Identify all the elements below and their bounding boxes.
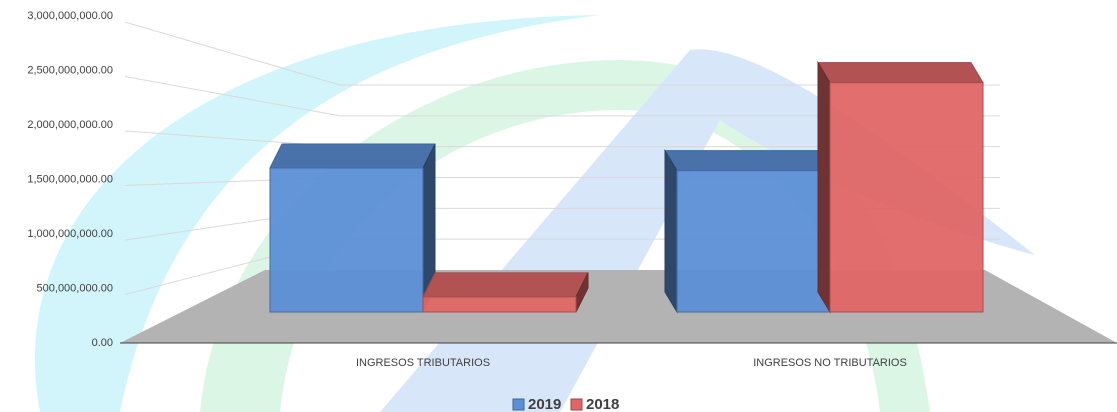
y-tick-label: 1,500,000,000.00	[27, 173, 113, 185]
x-tick-label: INGRESOS TRIBUTARIOS	[356, 357, 490, 369]
legend-label: 2019	[528, 396, 561, 412]
y-tick-label: 2,000,000,000.00	[27, 119, 113, 131]
bar	[676, 170, 831, 313]
bar	[269, 167, 424, 313]
bar-side	[664, 148, 678, 314]
y-tick-label: 2,500,000,000.00	[27, 64, 113, 76]
bar	[422, 296, 577, 313]
bar-top	[664, 150, 831, 172]
legend-swatch	[570, 398, 583, 411]
legend-label: 2018	[586, 396, 619, 412]
bar-top	[422, 272, 589, 298]
y-tick-label: 0.00	[92, 337, 113, 349]
bar-top	[269, 143, 436, 169]
bar	[829, 82, 984, 313]
bar-side	[817, 60, 831, 314]
grid-line	[124, 76, 1000, 117]
grid-line	[124, 21, 1000, 86]
y-tick-label: 500,000,000.00	[37, 282, 113, 294]
y-tick-label: 3,000,000,000.00	[27, 10, 113, 22]
x-tick-label: INGRESOS NO TRIBUTARIOS	[753, 357, 907, 369]
y-tick-label: 1,000,000,000.00	[27, 228, 113, 240]
bar-top	[817, 62, 984, 84]
legend-swatch	[512, 398, 525, 411]
